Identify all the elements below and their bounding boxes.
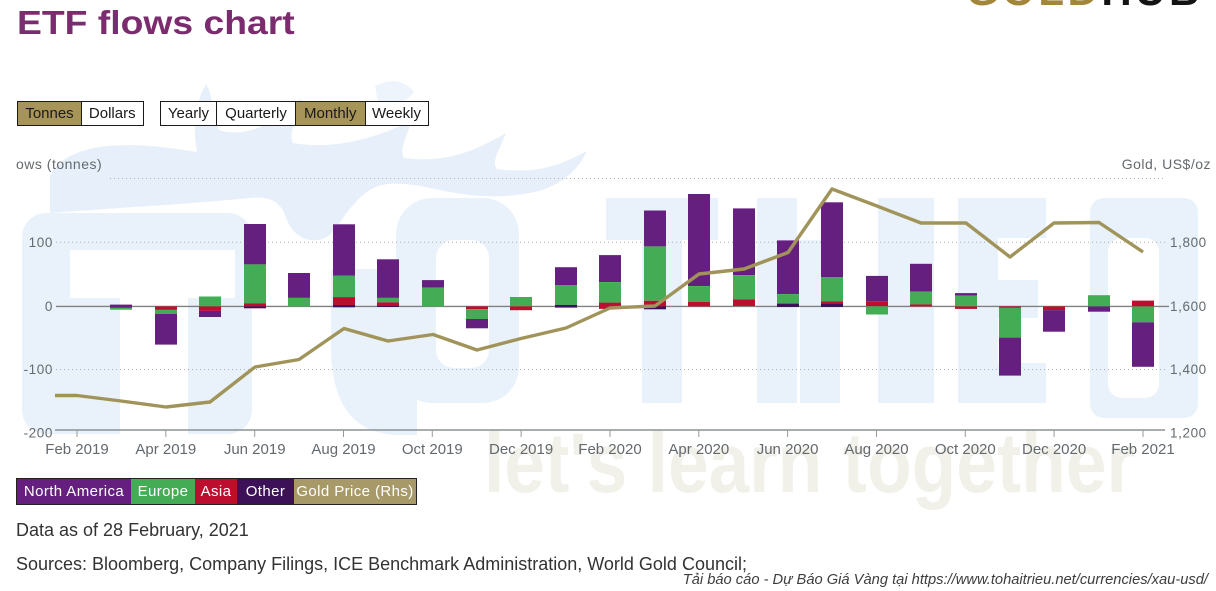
svg-text:-100: -100 [24, 362, 53, 377]
svg-text:1,600: 1,600 [1170, 299, 1207, 314]
svg-text:Oct 2020: Oct 2020 [935, 441, 996, 458]
svg-text:Feb 2021: Feb 2021 [1111, 441, 1174, 458]
svg-text:100: 100 [29, 235, 53, 250]
svg-text:0: 0 [45, 299, 53, 314]
svg-text:let's learn together: let's learn together [484, 416, 1135, 510]
svg-text:1,200: 1,200 [1170, 426, 1207, 441]
svg-text:Apr 2019: Apr 2019 [135, 441, 196, 458]
svg-text:-200: -200 [24, 426, 53, 441]
svg-text:ows (tonnes): ows (tonnes) [16, 156, 102, 172]
svg-text:Jun 2019: Jun 2019 [224, 441, 286, 458]
svg-text:Dec 2019: Dec 2019 [489, 441, 553, 458]
svg-text:Feb 2020: Feb 2020 [578, 441, 641, 458]
svg-text:Feb 2019: Feb 2019 [45, 441, 108, 458]
svg-text:Aug 2020: Aug 2020 [844, 441, 908, 458]
svg-text:Dec 2020: Dec 2020 [1022, 441, 1086, 458]
svg-text:Oct 2019: Oct 2019 [402, 441, 463, 458]
svg-text:Jun 2020: Jun 2020 [757, 441, 819, 458]
svg-text:Gold, US$/oz: Gold, US$/oz [1122, 156, 1211, 172]
svg-text:1,400: 1,400 [1170, 362, 1207, 377]
svg-text:Aug 2019: Aug 2019 [311, 441, 375, 458]
svg-text:Apr 2020: Apr 2020 [668, 441, 729, 458]
svg-text:1,800: 1,800 [1170, 235, 1207, 250]
